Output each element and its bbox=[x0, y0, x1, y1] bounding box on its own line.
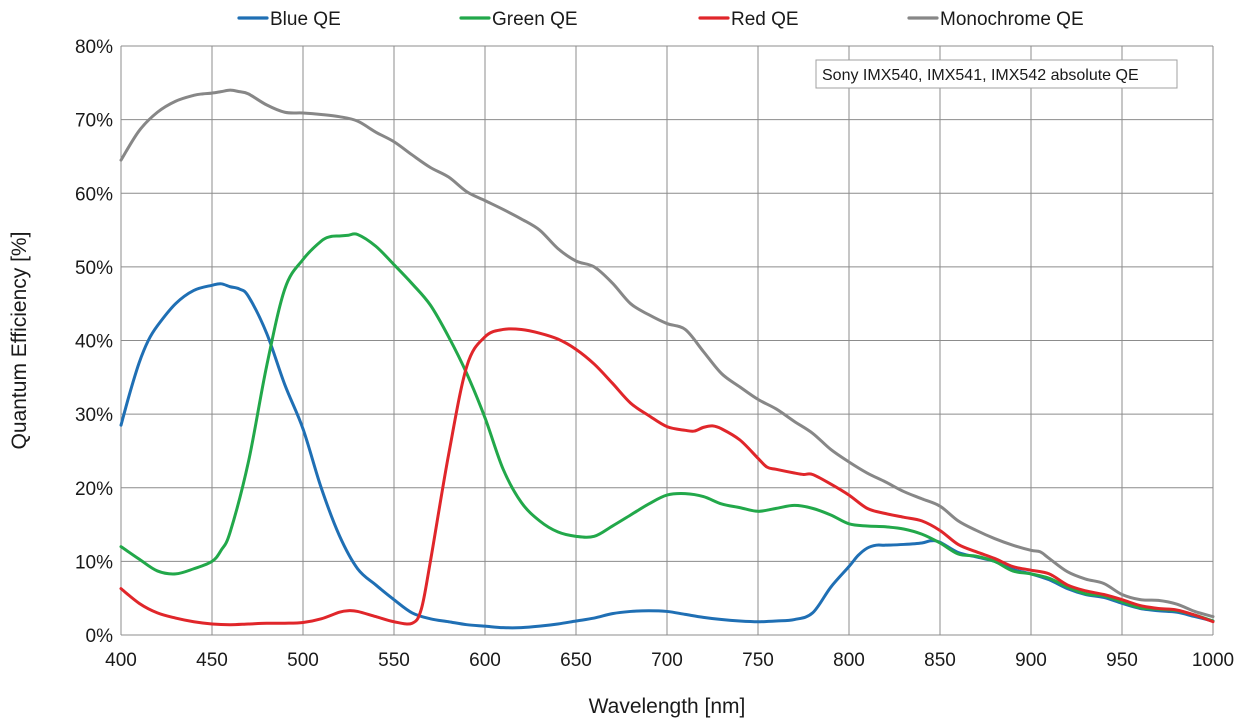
x-tick-label-700: 700 bbox=[651, 650, 683, 671]
grid bbox=[120, 45, 1214, 636]
y-tick-label-40: 40% bbox=[75, 332, 113, 353]
x-tick-label-800: 800 bbox=[833, 650, 865, 671]
y-axis-title: Quantum Efficiency [%] bbox=[8, 232, 31, 450]
legend-label-monochrome-qe: Monochrome QE bbox=[940, 9, 1084, 30]
series-lines bbox=[119, 88, 1215, 630]
x-tick-label-1000: 1000 bbox=[1192, 650, 1234, 671]
legend-label-red-qe: Red QE bbox=[731, 9, 799, 30]
x-tick-label-900: 900 bbox=[1015, 650, 1047, 671]
x-axis-ticks: 400 450 500 550 600 650 700 750 800 850 900 950 1000 bbox=[105, 650, 1234, 671]
series-line-monochrome-qe bbox=[119, 88, 1215, 619]
x-tick-label-500: 500 bbox=[287, 650, 319, 671]
y-tick-label-50: 50% bbox=[75, 258, 113, 279]
y-tick-label-70: 70% bbox=[75, 111, 113, 132]
x-tick-label-850: 850 bbox=[924, 650, 956, 671]
y-tick-label-10: 10% bbox=[75, 552, 113, 573]
legend: Blue QE Green QE Red QE Monochrome QE bbox=[237, 9, 1084, 30]
annotation-box: Sony IMX540, IMX541, IMX542 absolute QE bbox=[815, 59, 1178, 89]
x-axis-title: Wavelength [nm] bbox=[589, 695, 746, 718]
x-tick-label-400: 400 bbox=[105, 650, 137, 671]
x-tick-label-450: 450 bbox=[196, 650, 228, 671]
y-tick-label-0: 0% bbox=[86, 626, 114, 647]
x-tick-label-650: 650 bbox=[560, 650, 592, 671]
x-tick-label-600: 600 bbox=[469, 650, 501, 671]
x-tick-label-950: 950 bbox=[1106, 650, 1138, 671]
y-tick-label-30: 30% bbox=[75, 405, 113, 426]
series-line-green-qe bbox=[119, 232, 1215, 623]
y-tick-label-80: 80% bbox=[75, 37, 113, 58]
y-tick-label-60: 60% bbox=[75, 184, 113, 205]
x-tick-label-550: 550 bbox=[378, 650, 410, 671]
legend-label-green-qe: Green QE bbox=[492, 9, 578, 30]
y-tick-label-20: 20% bbox=[75, 479, 113, 500]
y-axis-ticks: 0% 10% 20% 30% 40% 50% 60% 70% 80% bbox=[75, 37, 113, 647]
series-line-red-qe bbox=[119, 327, 1215, 627]
legend-label-blue-qe: Blue QE bbox=[270, 9, 341, 30]
x-tick-label-750: 750 bbox=[742, 650, 774, 671]
annotation-text: Sony IMX540, IMX541, IMX542 absolute QE bbox=[822, 67, 1139, 84]
annotation-frame bbox=[815, 59, 1178, 89]
